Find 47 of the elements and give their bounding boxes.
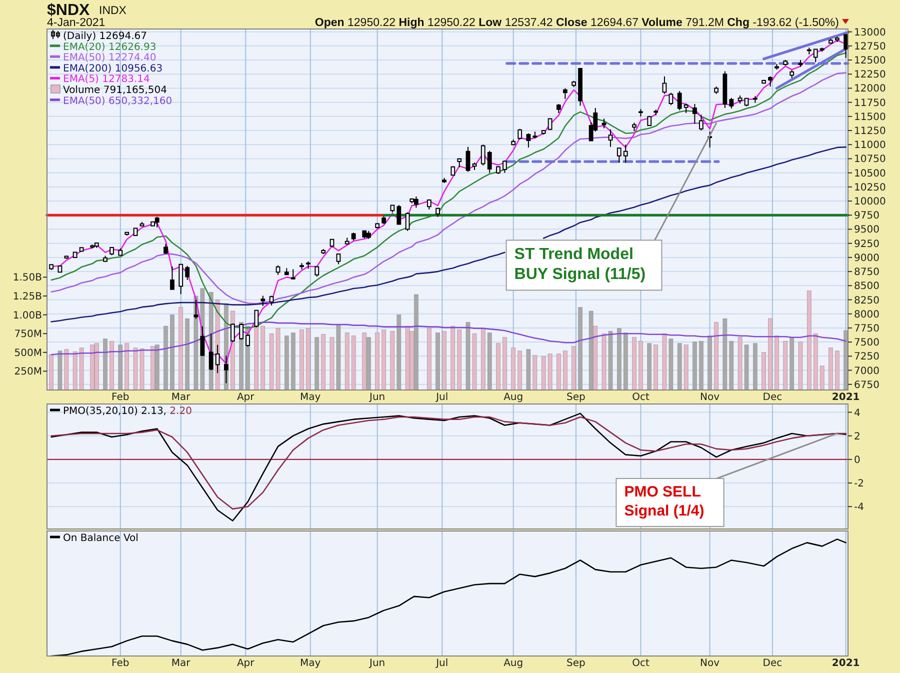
y-tick-label: 13000 — [854, 27, 886, 38]
x-tick-label: Jun — [368, 658, 386, 669]
y-tick-label: 11000 — [854, 140, 886, 152]
y-tick-label: 7000 — [854, 366, 880, 377]
y-tick-label: 2 — [854, 431, 860, 442]
x-tick-label: Dec — [762, 658, 782, 669]
y-tick-label: 12500 — [854, 56, 886, 67]
annotation: PMO SELL Signal (1/4) — [624, 483, 704, 520]
y-tick-label: 8750 — [854, 267, 880, 278]
x-tick-label: Feb — [112, 658, 130, 669]
y-tick-label: 7750 — [854, 323, 880, 334]
y-tick-label: 7500 — [854, 338, 880, 349]
y-tick-label: 11750 — [854, 98, 886, 109]
y-tick-label: 11500 — [854, 112, 886, 123]
legend-label: PMO(35,20,10) 2.13, — [63, 406, 166, 417]
x-tick-label: Jul — [435, 658, 448, 669]
y-tick-label: 6750 — [854, 380, 880, 391]
y-tick-label: -4 — [854, 502, 864, 514]
x-tick-label: Apr — [236, 658, 256, 669]
y-tick-label: 8500 — [854, 281, 880, 292]
y-tick-label: -2 — [854, 478, 864, 490]
x-tick-label: 2021 — [832, 658, 860, 669]
y-tick-label: 7250 — [854, 352, 880, 363]
y-tick-label: 12750 — [854, 41, 886, 52]
x-tick-label: Oct — [632, 658, 650, 669]
legend-label: On Balance Vol — [63, 533, 138, 544]
series-label: 2.20 — [166, 406, 192, 417]
y-tick-label: 9000 — [854, 252, 880, 264]
y-tick-label: 12250 — [854, 70, 886, 81]
x-tick-label: May — [300, 658, 321, 669]
x-tick-label: Aug — [504, 658, 524, 669]
y-tick-label: 9250 — [854, 238, 880, 250]
y-tick-label: 4 — [854, 408, 860, 419]
y-tick-label: 9500 — [854, 224, 880, 236]
y-tick-label: 10250 — [854, 182, 886, 194]
y-tick-label: 11250 — [854, 126, 886, 138]
y-tick-label: 8000 — [854, 309, 880, 320]
y-tick-label: 10500 — [854, 168, 886, 180]
y-tick-label: 10750 — [854, 154, 886, 166]
x-tick-label: Mar — [171, 658, 192, 669]
y-tick-label: 8250 — [854, 295, 880, 306]
y-tick-label: 10000 — [854, 196, 886, 208]
y-tick-label: 12000 — [854, 84, 886, 95]
y-tick-label: 9750 — [854, 210, 880, 222]
x-tick-label: Nov — [700, 658, 720, 669]
x-tick-label: Sep — [566, 658, 586, 669]
y-tick-label: 0 — [854, 454, 860, 466]
